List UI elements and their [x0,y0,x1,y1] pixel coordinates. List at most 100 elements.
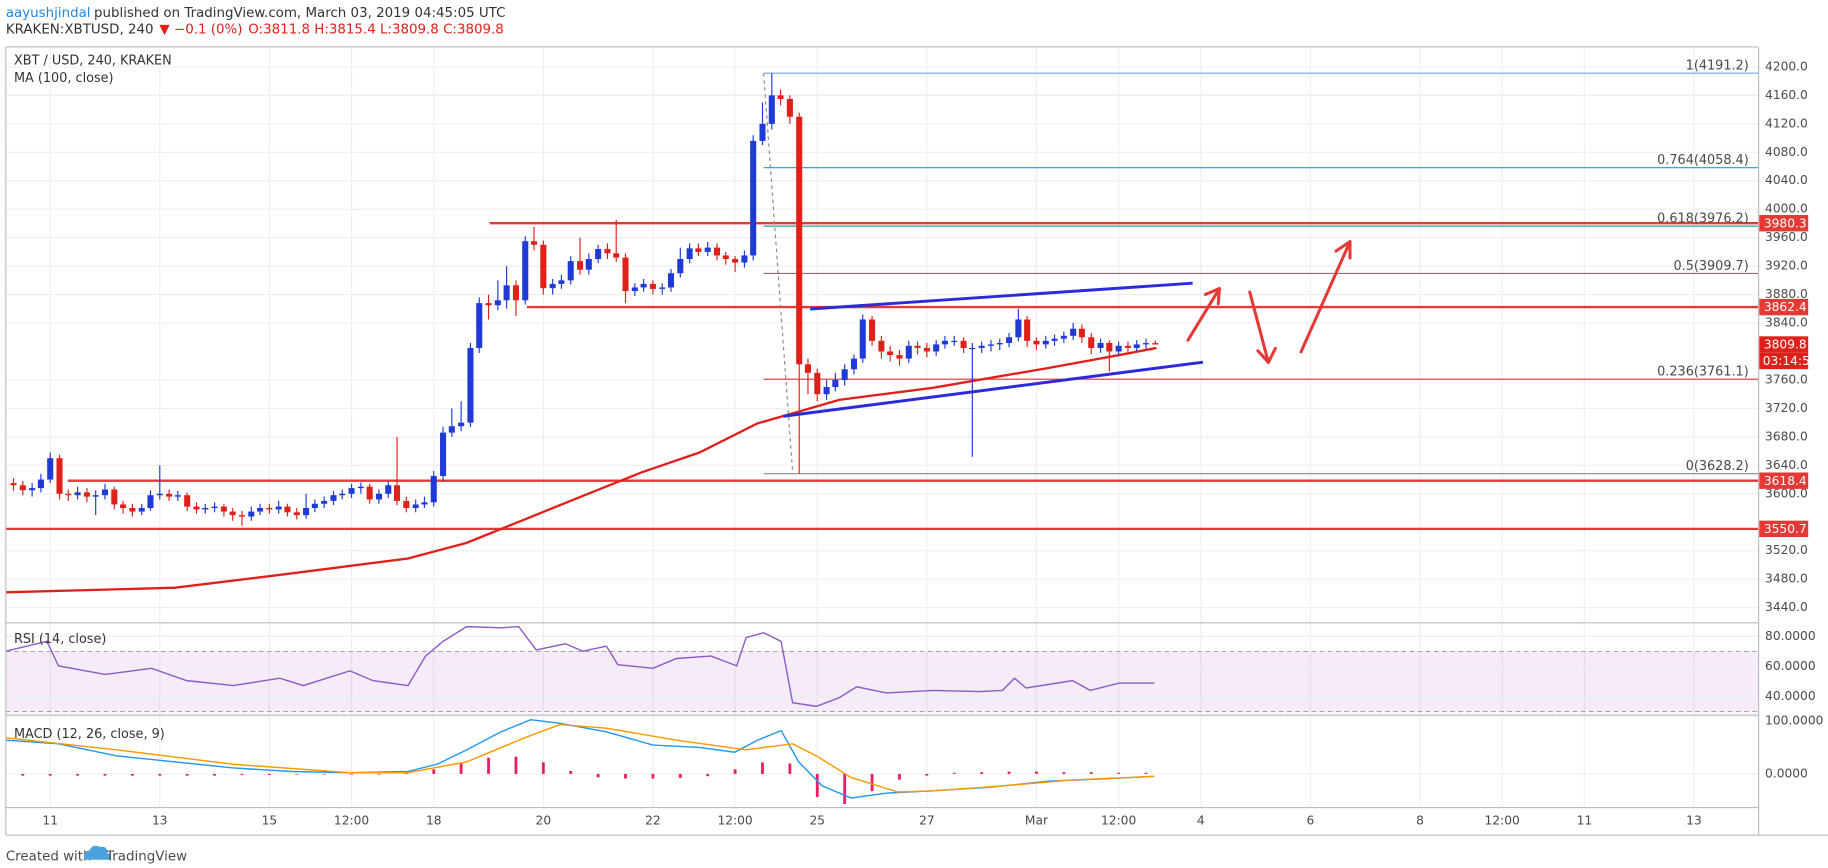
candle-body [878,340,885,352]
histogram-bar [48,773,52,776]
candle-body [777,95,784,99]
candle-body [933,344,940,352]
symbol: KRAKEN:XBTUSD, 240 [6,22,154,37]
candle-body [722,255,729,260]
candle-body [1152,343,1159,345]
arrow [1299,240,1352,354]
candle-body [677,259,684,274]
fib-label: 0.764(4058.4) [1657,153,1749,168]
y-tick-label: 40.0000 [1765,689,1816,703]
candle-body [1097,342,1104,348]
arrow [1248,290,1277,364]
candle-body [1033,340,1040,345]
histogram-bar [487,757,490,774]
histogram-bar [322,773,326,775]
candle-body [266,508,273,510]
candle-body [768,95,775,124]
candle-body [284,506,291,513]
y-tick-label: 60.0000 [1765,659,1816,673]
candle-body [293,512,300,516]
histogram-bar [952,772,956,774]
histogram-bar [678,773,682,778]
y-tick-label: 80.0000 [1765,629,1816,643]
histogram-bar [651,773,655,779]
candle-body [567,261,574,281]
candle-body [1106,342,1113,352]
published: published on TradingView.com, March 03, … [94,6,505,21]
candle-body [257,508,264,512]
candle-body [1133,344,1140,348]
candle-body [786,98,793,117]
histogram-bar [733,769,737,774]
histogram-bar [295,773,299,775]
price-label-box [1759,472,1809,489]
candle-body [759,123,766,141]
footer-brand[interactable]: TradingView [105,849,187,864]
histogram-bar [130,773,134,776]
candle-body [1143,343,1150,345]
candle-body [649,283,656,289]
y-tick-label: 4200.0 [1765,59,1808,73]
candle-body [430,476,437,503]
candle-body [29,488,36,491]
candle-body [585,259,592,270]
candle-body [229,511,236,516]
chart-title: XBT / USD, 240, KRAKEN [14,53,172,68]
indicator-line [5,723,1155,793]
author[interactable]: aayushjindal [6,6,91,21]
histogram-bar [185,773,189,776]
y-tick-label: 3840.0 [1765,316,1808,330]
candle-body [448,426,455,433]
candle-body [248,511,255,517]
candle-body [667,273,675,288]
y-tick-label: 4080.0 [1765,145,1808,159]
y-tick-label: 4160.0 [1765,88,1808,102]
x-tick-label: 12:00 [334,814,369,828]
x-tick-label: 27 [919,814,935,828]
x-tick-label: Mar [1025,814,1049,828]
candle-body [37,479,44,489]
candle-body [1088,337,1095,348]
candle-body [960,340,967,348]
y-tick-label: 3480.0 [1765,572,1808,586]
x-tick-label: 20 [536,814,552,828]
candle-body [412,504,419,509]
plot-area: 11 13 15 12:00 18 20 22 12:00 25 27 Mar 12:00 4 6 8 12:… [5,46,1823,828]
histogram-bar [267,773,271,776]
brand-logo [84,845,111,860]
histogram-bar [788,763,792,774]
price-label: 3809.8 [1764,338,1807,352]
candle-body [923,347,930,352]
x-tick-label: 12:00 [717,814,752,828]
candle-body [530,241,538,245]
price-label-box [1759,336,1809,353]
y-tick-label: 3760.0 [1765,372,1808,386]
histogram-bar [1035,771,1038,774]
candle-body [951,340,958,342]
candle-body [10,483,17,486]
y-tick-label: 3680.0 [1765,429,1808,443]
candle-body [887,351,894,356]
candle-body [138,508,145,512]
y-tick-label: 3600.0 [1765,486,1808,500]
histogram-bar [815,773,819,798]
price-label: 3980.3 [1764,216,1807,230]
price-label-box [1759,298,1809,316]
histogram-bar [596,773,600,778]
candle-body [631,287,638,292]
trend-line [810,281,1193,311]
y-tick-label: 4040.0 [1765,173,1808,187]
candle-body [156,493,163,496]
candle-body [211,506,218,509]
histogram-bar [21,773,25,776]
ma-legend: MA (100, close) [14,71,114,86]
candle-body [522,241,529,301]
candle-body [695,248,702,252]
candle-body [604,249,611,254]
candle-body [1060,335,1067,339]
histogram-bar [1089,772,1093,774]
histogram-bar [1117,772,1121,774]
